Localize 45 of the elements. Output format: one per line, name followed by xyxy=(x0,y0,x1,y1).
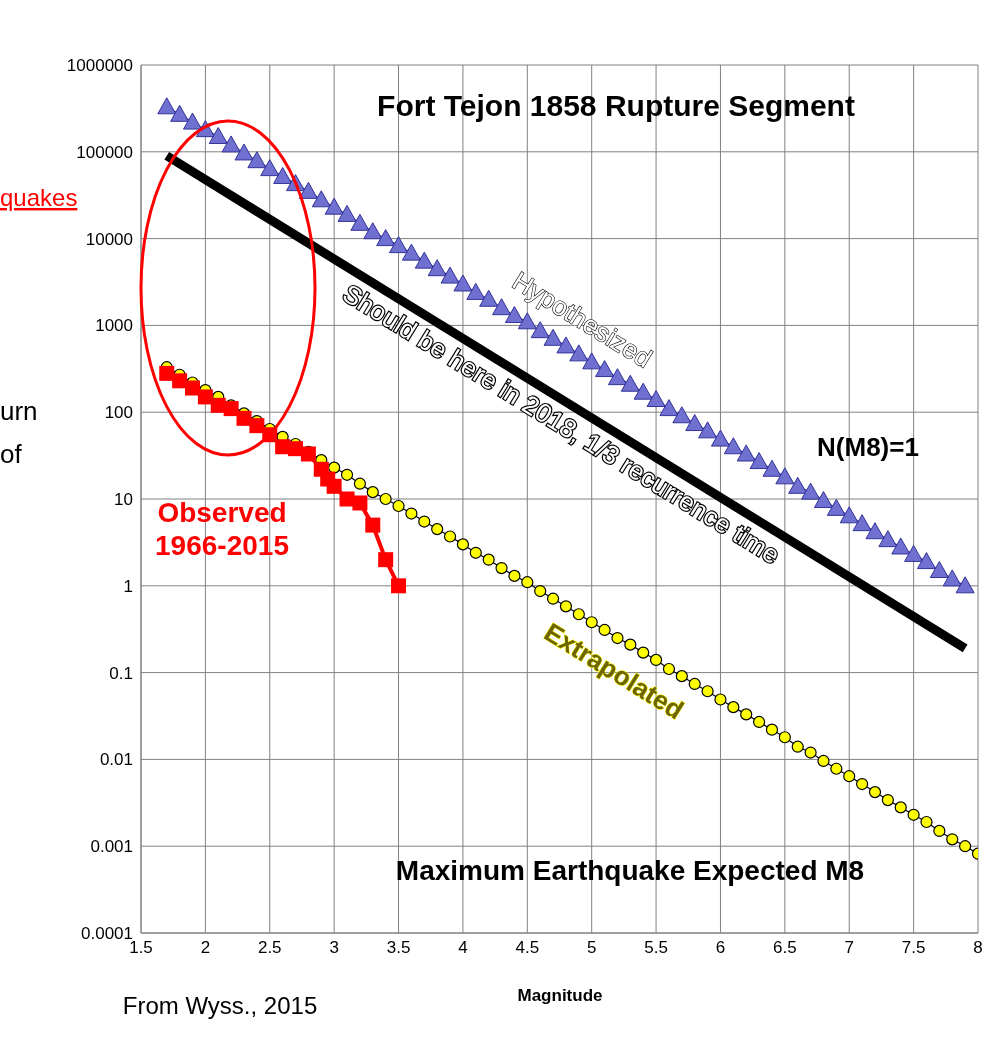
x-tick-label: 2 xyxy=(200,938,211,958)
y-tick-label: 100000 xyxy=(76,142,133,162)
text: Fort Tejon 1858 Rupture Segment xyxy=(377,89,855,122)
y-tick-label: 10000 xyxy=(85,229,133,249)
x-axis-title: Magnitude xyxy=(517,986,603,1005)
y-tick-label: 100 xyxy=(104,403,133,423)
point xyxy=(159,365,175,381)
annotation: N(M8)=1 xyxy=(817,432,919,462)
point xyxy=(197,389,213,405)
series-label: Observed 1966-2015 xyxy=(155,497,289,561)
x-tick-label: 2.5 xyxy=(257,938,282,958)
point xyxy=(378,552,394,568)
x-tick-label: 8 xyxy=(973,938,983,958)
text: of xyxy=(0,439,23,469)
y-tick-label: 0.01 xyxy=(99,750,133,770)
y-tick-label: 1000000 xyxy=(66,56,133,76)
point xyxy=(249,418,265,434)
x-tick-label: 5 xyxy=(586,938,597,958)
x-tick-label: 7 xyxy=(844,938,854,958)
point xyxy=(185,380,201,396)
point xyxy=(223,401,239,417)
y-tick-label: 0.001 xyxy=(90,837,133,857)
text: From Wyss., 2015 xyxy=(122,992,318,1019)
x-tick-label: 7.5 xyxy=(901,938,926,958)
x-tick-label: 4.5 xyxy=(515,938,540,958)
y-tick-label: 1000 xyxy=(95,316,133,336)
x-tick-label: 3.5 xyxy=(386,938,411,958)
x-tick-label: 3 xyxy=(329,938,339,958)
x-tick-label: 6 xyxy=(715,938,726,958)
point xyxy=(326,478,342,494)
x-tick-label: 1.5 xyxy=(129,938,153,958)
annotation: Maximum Earthquake Expected M8 xyxy=(395,855,865,886)
x-tick-label: 5.5 xyxy=(644,938,668,958)
x-tick-label: 6.5 xyxy=(773,938,797,958)
y-tick-label: 0.1 xyxy=(109,663,133,683)
y-tick-label: 10 xyxy=(114,490,133,510)
x-tick-label: 4 xyxy=(458,938,468,958)
point xyxy=(365,517,381,533)
point xyxy=(352,495,368,511)
text: quakes xyxy=(0,184,78,211)
y-tick-label: 1 xyxy=(123,576,133,596)
text: urn xyxy=(0,396,38,426)
point xyxy=(300,446,316,462)
point xyxy=(391,578,407,594)
point xyxy=(172,373,188,389)
